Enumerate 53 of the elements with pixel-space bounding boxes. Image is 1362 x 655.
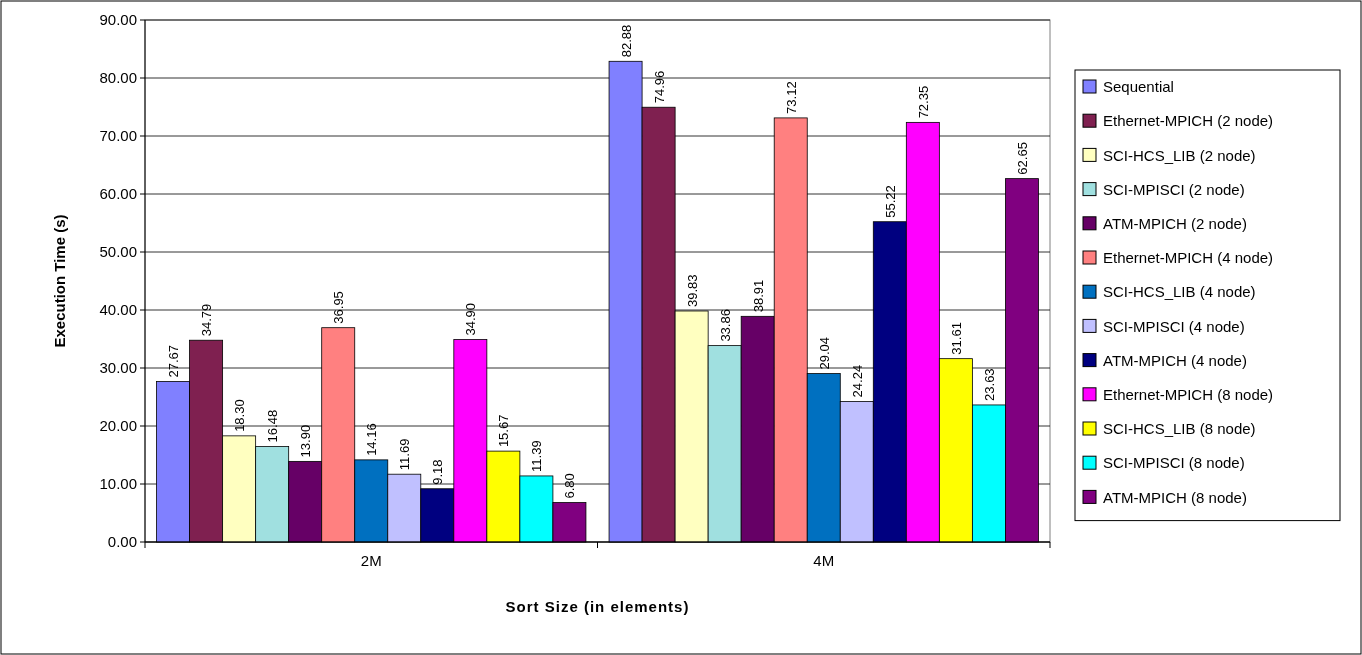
- legend-label: ATM-MPICH (2 node): [1103, 215, 1247, 233]
- y-tick-label: 80.00: [99, 69, 137, 87]
- data-label: 16.48: [265, 409, 281, 443]
- data-label: 15.67: [496, 414, 512, 448]
- data-label: 24.24: [849, 364, 865, 398]
- data-label: 39.83: [684, 274, 700, 307]
- legend-label: SCI-HCS_LIB (4 node): [1103, 283, 1256, 301]
- data-label: 14.16: [364, 423, 380, 456]
- legend-label: SCI-HCS_LIB (8 node): [1103, 420, 1256, 438]
- data-label: 27.67: [166, 344, 182, 378]
- data-label: 11.69: [397, 438, 413, 471]
- x-tick-label: 4M: [813, 552, 835, 569]
- data-label: 11.39: [529, 440, 545, 472]
- legend-label: Ethernet-MPICH (2 node): [1103, 112, 1274, 130]
- data-label: 18.30: [232, 399, 248, 432]
- y-tick-label: 20.00: [99, 417, 137, 435]
- y-tick-label: 60.00: [99, 185, 137, 203]
- data-label: 82.88: [618, 24, 634, 58]
- data-label: 9.18: [430, 459, 446, 485]
- x-axis-title: Sort Size (in elements): [505, 598, 690, 615]
- data-label: 36.95: [331, 291, 347, 324]
- y-tick-label: 0.00: [107, 533, 137, 551]
- data-label: 55.22: [882, 185, 898, 218]
- data-label: 29.04: [816, 337, 832, 370]
- data-label: 6.80: [562, 473, 578, 499]
- data-label: 72.35: [915, 85, 931, 119]
- data-label: 74.96: [651, 70, 667, 104]
- legend-label: Ethernet-MPICH (4 node): [1103, 249, 1274, 267]
- y-axis-title: Execution Time (s): [51, 214, 68, 348]
- data-label: 34.90: [463, 303, 479, 336]
- legend-label: Sequential: [1103, 78, 1174, 96]
- legend-label: ATM-MPICH (8 node): [1103, 488, 1247, 506]
- data-label: 38.91: [750, 279, 766, 313]
- x-tick-label: 2M: [360, 552, 382, 569]
- data-label: 31.61: [948, 322, 964, 355]
- legend-label: SCI-MPISCI (4 node): [1103, 317, 1245, 335]
- legend-label: SCI-MPISCI (8 node): [1103, 454, 1245, 472]
- data-label: 34.79: [199, 303, 215, 337]
- y-tick-label: 50.00: [99, 243, 137, 261]
- y-tick-label: 90.00: [99, 11, 137, 29]
- legend-label: SCI-MPISCI (2 node): [1103, 180, 1245, 198]
- y-tick-label: 70.00: [99, 127, 137, 145]
- data-label: 13.90: [298, 424, 314, 458]
- y-tick-label: 10.00: [99, 475, 137, 493]
- data-label: 23.63: [981, 368, 997, 401]
- y-tick-label: 30.00: [99, 359, 137, 377]
- legend-label: ATM-MPICH (4 node): [1103, 351, 1247, 369]
- y-tick-label: 40.00: [99, 301, 137, 319]
- legend-label: Ethernet-MPICH (8 node): [1103, 386, 1274, 404]
- data-label: 73.12: [783, 81, 799, 114]
- data-label: 33.86: [717, 309, 733, 342]
- legend-label: SCI-HCS_LIB (2 node): [1103, 146, 1256, 164]
- data-label: 62.65: [1014, 142, 1030, 175]
